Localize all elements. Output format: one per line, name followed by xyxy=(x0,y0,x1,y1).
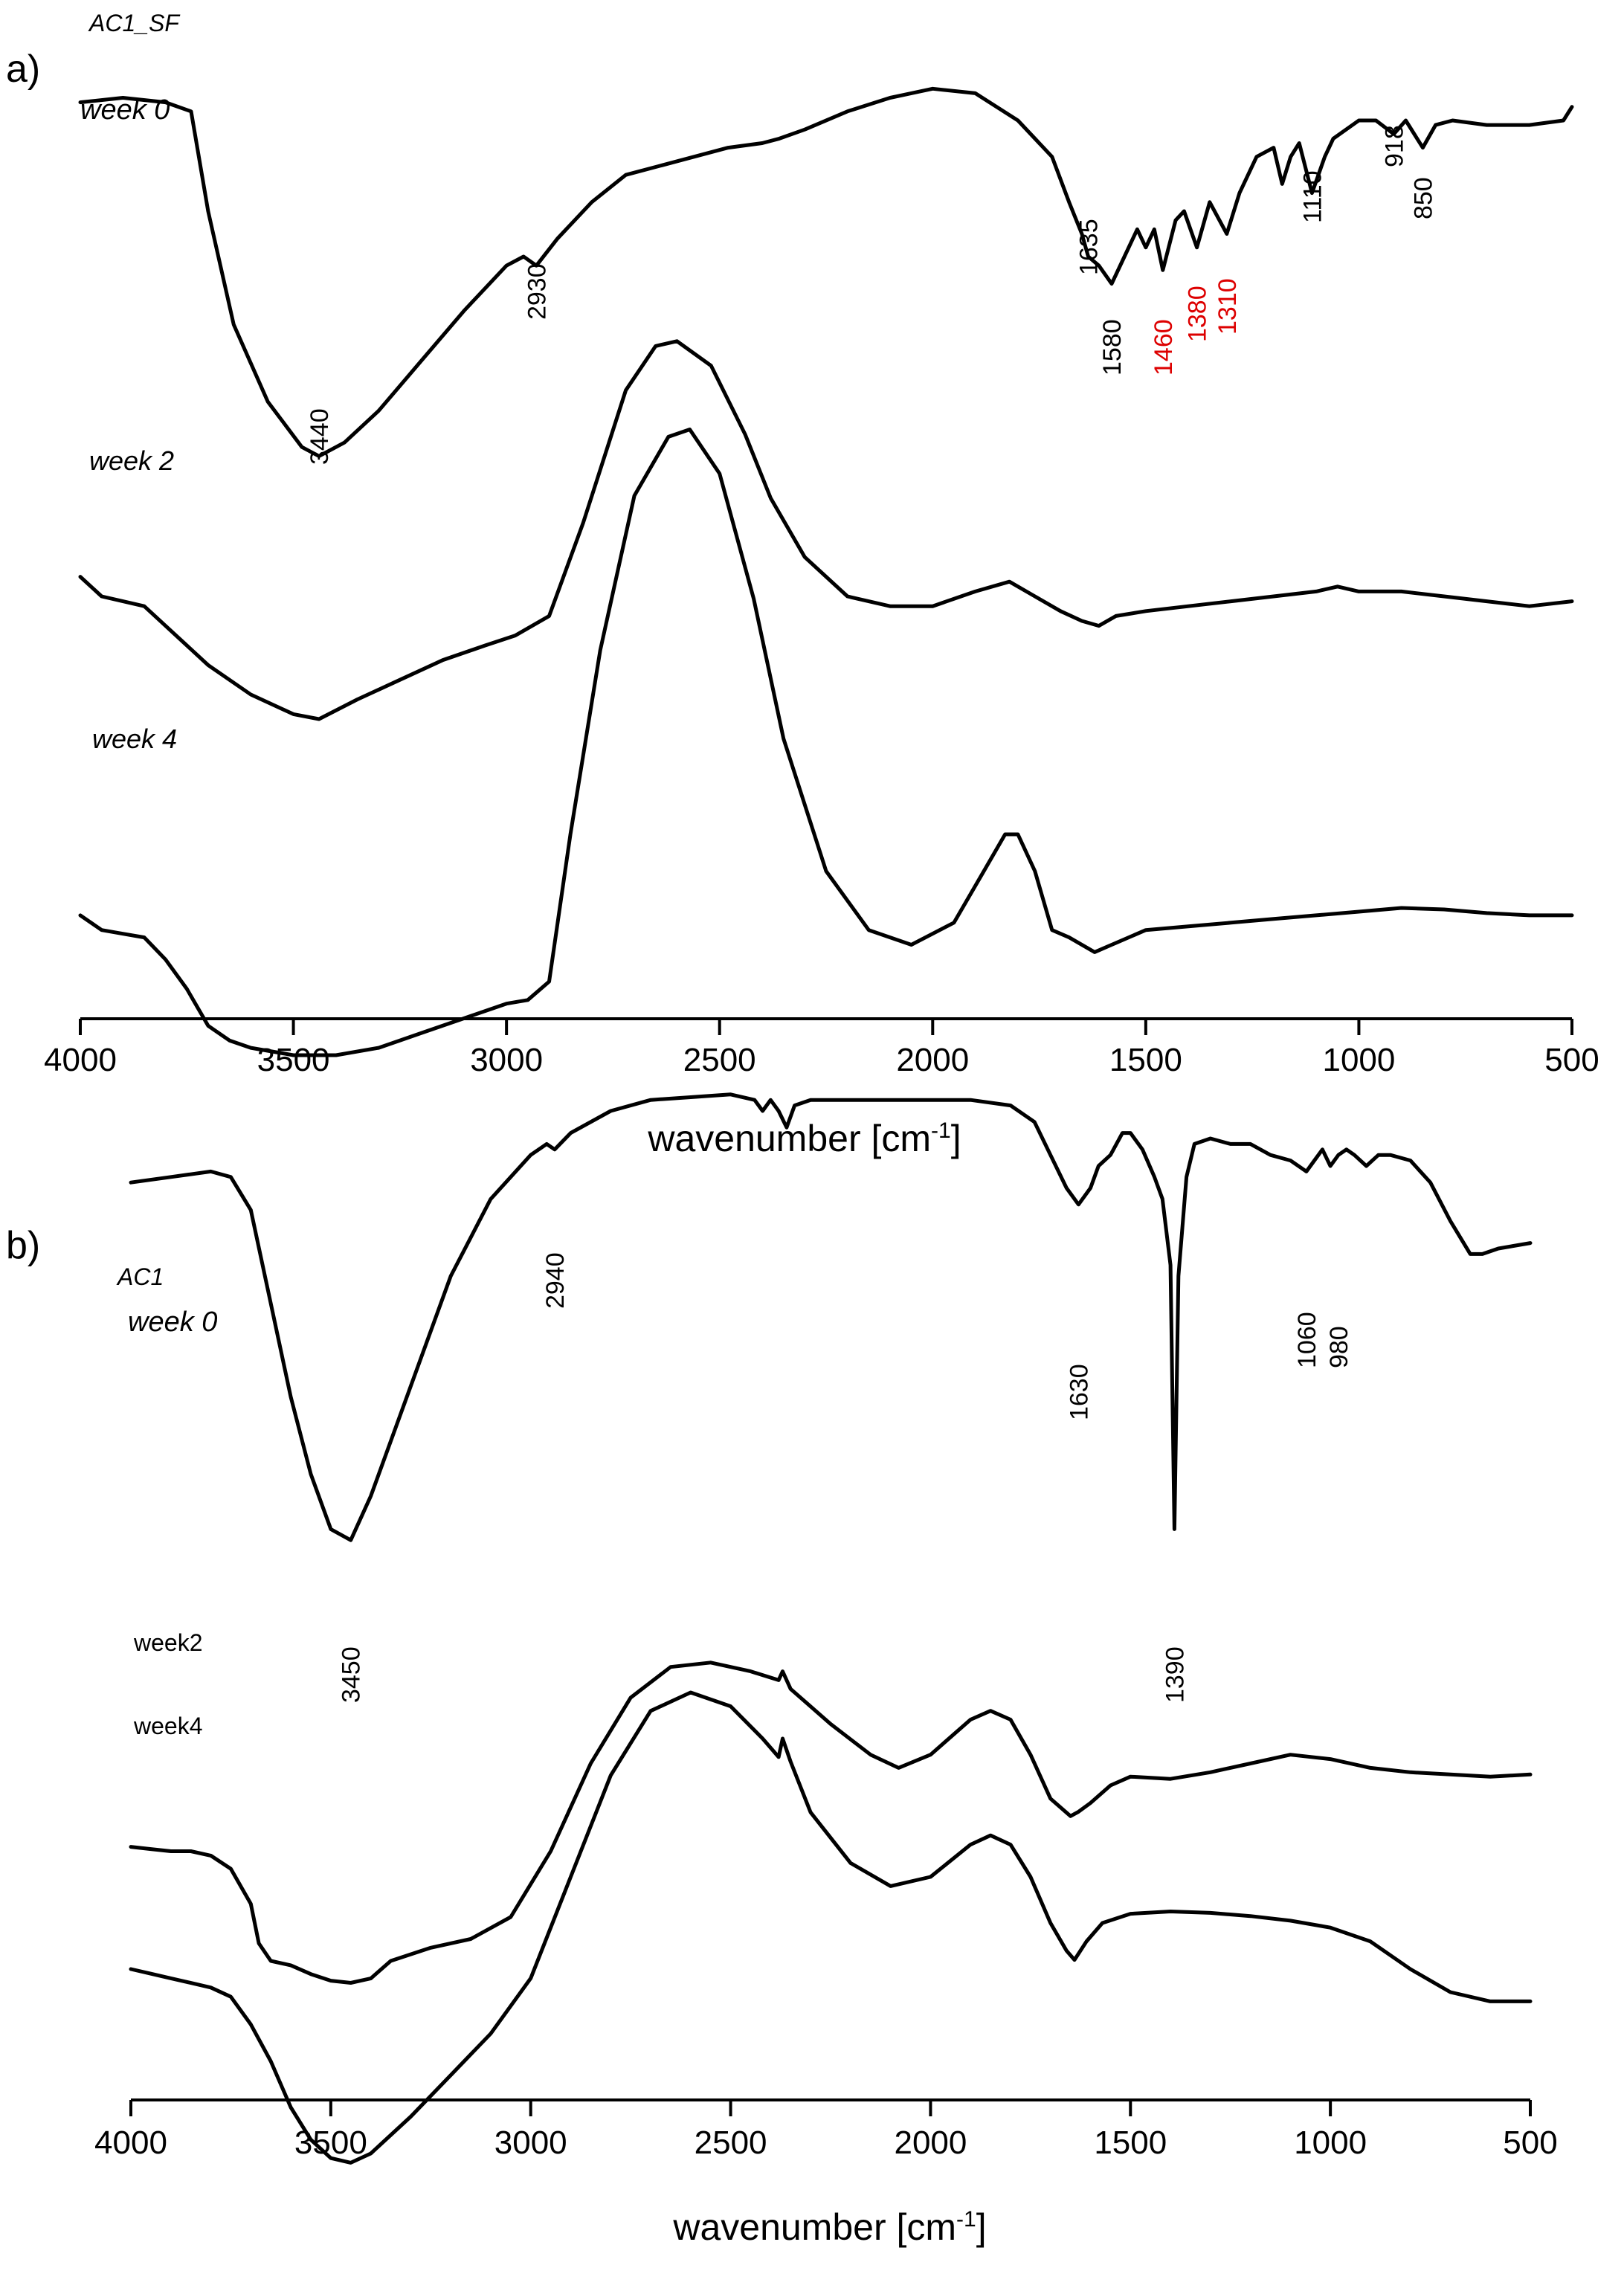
panel-b-peak-label-2940: 2940 xyxy=(541,1252,570,1309)
panel-b-series-week2 xyxy=(129,1690,1533,2165)
panel-a-tick-label-1000: 1000 xyxy=(1322,1042,1395,1078)
panel-a-week2-label: week 2 xyxy=(89,445,174,476)
panel-b-annotations: 3450 2940 1630 1390 1060 980 xyxy=(338,1252,1353,1703)
panel-b-xlabel: wavenumber [cm-1] xyxy=(672,2206,986,2248)
panel-b-tick-label-2500: 2500 xyxy=(695,2125,767,2161)
panel-a-letter: a) xyxy=(6,48,40,91)
panel-a-tick-label-3000: 3000 xyxy=(470,1042,543,1078)
panel-a-series-group xyxy=(78,86,1574,1057)
panel-a-tick-label-500: 500 xyxy=(1544,1042,1599,1078)
panel-b-peak-label-980: 980 xyxy=(1325,1326,1353,1368)
panel-a-week4-label: week 4 xyxy=(92,724,177,754)
panel-b-week2-label: week2 xyxy=(133,1629,203,1656)
panel-a-peak-label-850: 850 xyxy=(1409,177,1437,219)
panel-b-tick-label-500: 500 xyxy=(1503,2125,1557,2161)
panel-a-tick-label-4000: 4000 xyxy=(44,1042,117,1078)
panel-a-peak-label-1380: 1380 xyxy=(1184,286,1212,342)
panel-a-xlabel: wavenumber [cm-1] xyxy=(647,1118,961,1159)
panel-a-series-week-4 xyxy=(78,428,1574,1057)
panel-b-peak-label-1060: 1060 xyxy=(1293,1312,1321,1368)
panel-b-week0-label: week 0 xyxy=(128,1307,217,1338)
panel-b-sample-label: AC1 xyxy=(116,1263,164,1290)
panel-a-series-week-0 xyxy=(78,86,1574,458)
panel-b-peak-label-3450: 3450 xyxy=(338,1646,366,1703)
panel-b-ticks: 4000 3500 3000 2500 2000 1500 1000 500 xyxy=(94,2100,1558,2161)
panel-a-tick-label-2000: 2000 xyxy=(896,1042,969,1078)
panel-a-series-week-2 xyxy=(78,339,1574,721)
panel-b-tick-label-4000: 4000 xyxy=(94,2125,167,2161)
panel-b-peak-label-1630: 1630 xyxy=(1065,1364,1093,1420)
panel-a-peak-label-3440: 3440 xyxy=(306,408,334,465)
panel-a-peak-label-1580: 1580 xyxy=(1098,319,1127,376)
panel-a-tick-label-2500: 2500 xyxy=(683,1042,756,1078)
panel-a-tick-label-3500: 3500 xyxy=(257,1042,330,1078)
panel-b-week4-label: week4 xyxy=(133,1713,203,1739)
panel-b-tick-label-3500: 3500 xyxy=(294,2125,367,2161)
panel-a-sample-label: AC1_SF xyxy=(88,10,181,36)
panel-b-tick-label-1500: 1500 xyxy=(1094,2125,1167,2161)
panel-b-tick-label-3000: 3000 xyxy=(494,2125,567,2161)
panel-a: a) AC1_SF week 0 week 2 week 4 344029301… xyxy=(6,10,1599,1159)
panel-b: b) AC1 week 0 week2 week4 3450 2940 1630 13… xyxy=(6,1092,1558,2248)
panel-a-peak-label-1310: 1310 xyxy=(1214,278,1242,335)
panel-b-peak-label-1390: 1390 xyxy=(1161,1646,1189,1703)
panel-a-peak-label-918: 918 xyxy=(1380,125,1408,167)
panel-b-tick-label-2000: 2000 xyxy=(894,2125,967,2161)
panel-a-ticks: 4000 3500 3000 2500 2000 1500 1000 500 xyxy=(44,1019,1599,1078)
panel-a-peak-label-1635: 1635 xyxy=(1074,219,1103,275)
panel-b-series-week4 xyxy=(129,1660,1533,1985)
panel-b-series-week-0 xyxy=(129,1092,1533,1542)
panel-b-tick-label-1000: 1000 xyxy=(1294,2125,1367,2161)
panel-a-peak-label-1460: 1460 xyxy=(1150,319,1178,376)
panel-a-tick-label-1500: 1500 xyxy=(1109,1042,1182,1078)
panel-b-series-group xyxy=(129,1092,1533,2165)
panel-a-peak-label-2930: 2930 xyxy=(523,263,551,320)
panel-b-letter: b) xyxy=(6,1224,40,1267)
panel-a-peak-label-1110: 1110 xyxy=(1298,170,1327,223)
